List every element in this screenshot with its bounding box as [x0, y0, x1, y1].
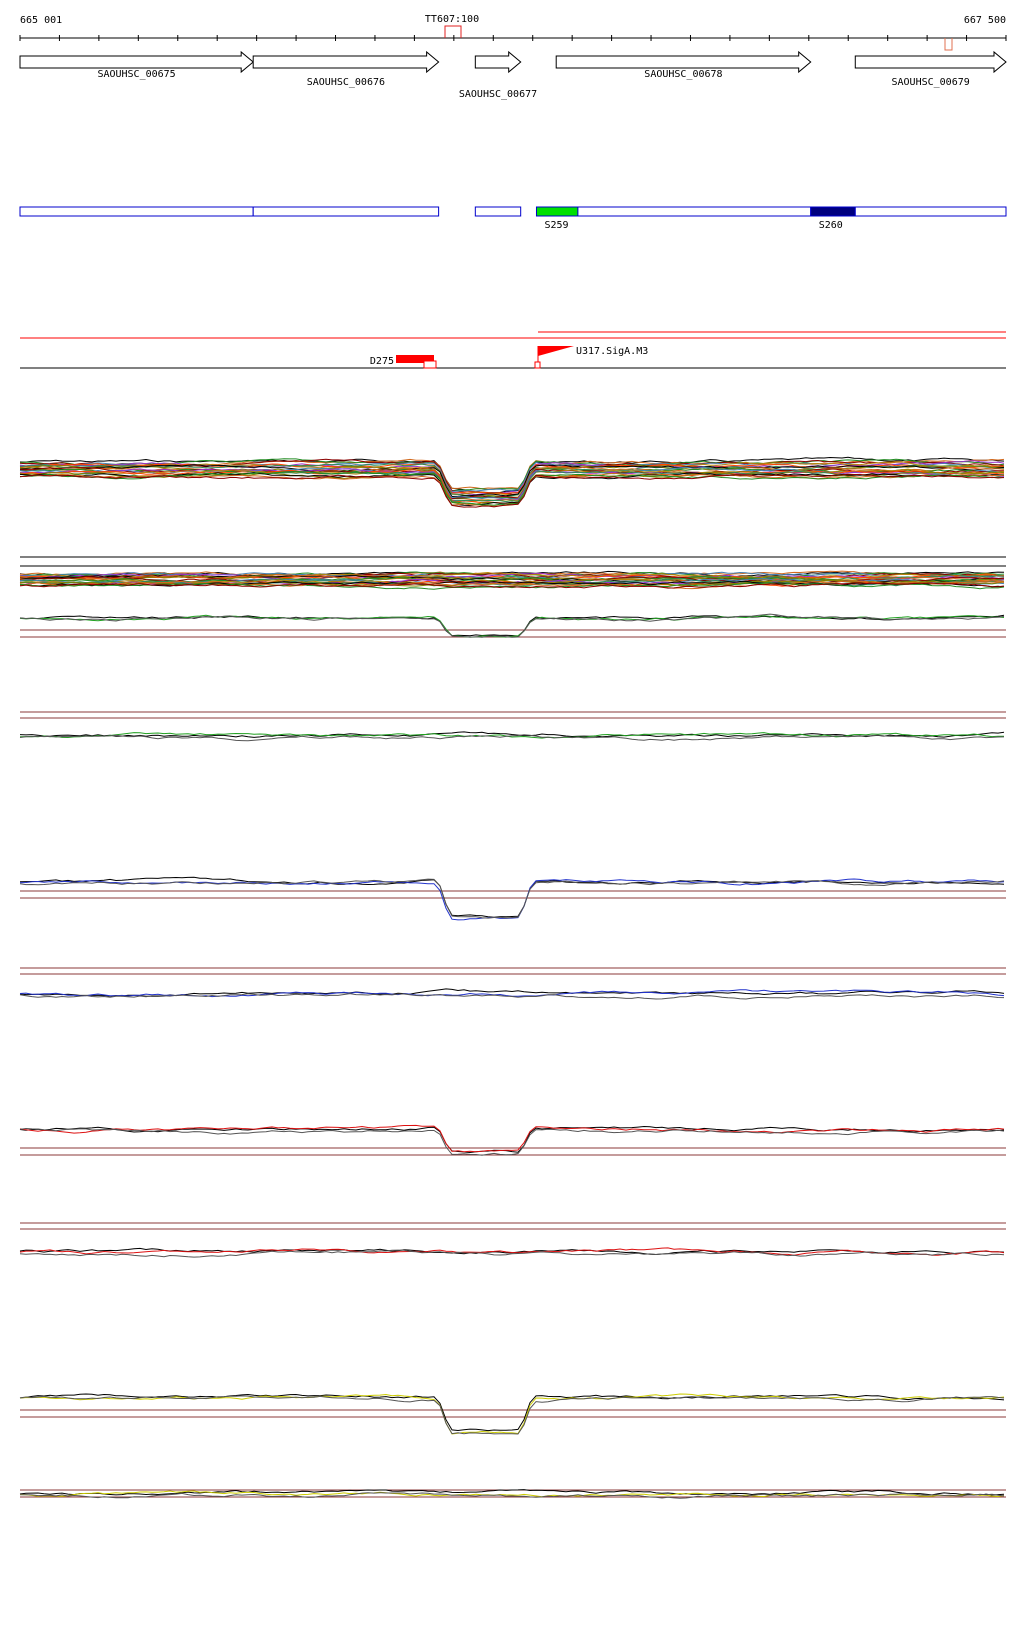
gene-arrow[interactable]: [19, 50, 254, 74]
terminator-marker[interactable]: TT607:100: [425, 14, 953, 51]
profile-line: [19, 1489, 1005, 1496]
profile-line: [19, 458, 1005, 492]
profile-line: [19, 469, 1005, 504]
profile-line: [19, 582, 1005, 590]
upstream-feature-flag[interactable]: [538, 346, 574, 356]
track-red-reverse: [19, 1222, 1006, 1258]
gene-track: SAOUHSC_00675 SAOUHSC_00676 SAOUHSC_00677 S…: [19, 50, 1007, 100]
profile-line: [19, 1124, 1005, 1153]
profile-line: [19, 878, 1005, 921]
profile-line: [19, 468, 1005, 503]
segment-track: S259 S260: [19, 206, 1007, 231]
feature-track: D275 U317.SigA.M3: [20, 331, 1006, 369]
profile-line: [19, 1393, 1005, 1435]
track-red-forward: [19, 1124, 1006, 1156]
profile-line: [19, 731, 1005, 738]
track-green-reverse: [19, 711, 1006, 742]
terminator-glyph: [444, 25, 462, 38]
profile-line: [19, 580, 1005, 590]
upstream-feature-label: U317.SigA.M3: [576, 346, 648, 357]
segment-label: S260: [819, 220, 843, 231]
track-multi-condition-profiles: [19, 456, 1005, 508]
profile-line: [19, 1247, 1005, 1256]
profile-line: [19, 993, 1005, 1000]
downstream-feature-label: D275: [370, 356, 394, 367]
profile-line: [19, 876, 1005, 918]
minor-terminator-glyph: [944, 38, 953, 51]
segment-label: S259: [544, 220, 568, 231]
segment-bar[interactable]: [19, 206, 254, 217]
track-blue-reverse: [19, 967, 1006, 1000]
profile-line: [19, 734, 1005, 742]
gene-arrow[interactable]: [474, 50, 522, 74]
track-multi-condition-profiles-reverse: [19, 556, 1006, 590]
profile-line: [19, 1127, 1005, 1156]
segment-bar[interactable]: [810, 206, 856, 217]
gene-label: SAOUHSC_00679: [891, 77, 969, 88]
track-blue-forward: [19, 876, 1006, 921]
profile-line: [19, 1395, 1005, 1435]
profile-line: [20, 1492, 1005, 1499]
profile-line: [19, 464, 1005, 498]
end-coordinate: 667 500: [964, 15, 1006, 26]
profile-line: [19, 613, 1005, 638]
segment-bar[interactable]: [854, 206, 1007, 217]
coordinate-ruler: 665 001 667 500: [19, 15, 1007, 41]
terminator-label: TT607:100: [425, 14, 479, 25]
gene-label: SAOUHSC_00677: [459, 89, 537, 100]
downstream-feature-bar[interactable]: [396, 355, 434, 363]
profile-line: [19, 470, 1005, 506]
profile-line: [19, 878, 1005, 919]
segment-bar[interactable]: [252, 206, 440, 217]
downstream-feature-box: [423, 360, 437, 369]
expression-tracks: [19, 456, 1006, 1499]
track-yellow-forward: [19, 1393, 1006, 1435]
profile-line: [19, 1125, 1005, 1154]
start-coordinate: 665 001: [20, 15, 62, 26]
segment-bar[interactable]: [535, 206, 579, 217]
profile-line: [19, 573, 1005, 583]
ruler-ticks: [19, 35, 1007, 41]
gene-label: SAOUHSC_00678: [644, 69, 722, 80]
upstream-feature-box: [534, 361, 541, 369]
profile-line: [19, 473, 1005, 508]
track-yellow-reverse: [19, 1489, 1006, 1499]
profile-line: [19, 582, 1005, 589]
track-green-forward: [19, 613, 1006, 638]
gene-label: SAOUHSC_00676: [307, 77, 385, 88]
profile-line: [19, 1393, 1005, 1432]
segment-bar[interactable]: [577, 206, 812, 217]
gene-label: SAOUHSC_00675: [97, 69, 175, 80]
gene-arrow[interactable]: [252, 50, 440, 74]
profile-line: [19, 1249, 1005, 1258]
gene-arrow[interactable]: [555, 50, 812, 74]
gene-arrow[interactable]: [854, 50, 1007, 74]
segment-bar[interactable]: [474, 206, 522, 217]
profile-line: [19, 572, 1005, 580]
